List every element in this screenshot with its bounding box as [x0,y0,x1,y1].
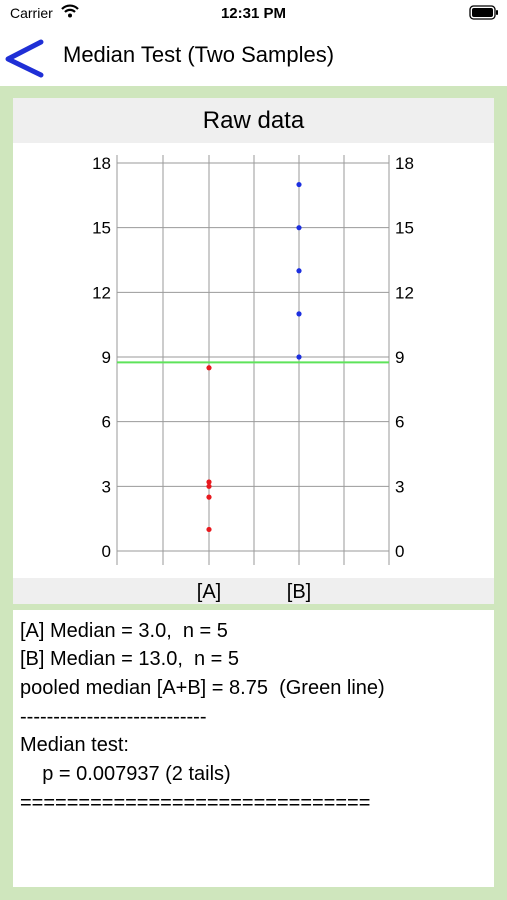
data-point [206,494,212,500]
chart-panel: Raw data 0 0 3 3 6 6 9 9 12 12 15 15 18 18 [A] [B] [13,98,494,604]
results-panel: [A] Median = 3.0, n = 5 [B] Median = 13.0… [13,610,494,887]
data-point [206,365,212,371]
result-line: ============================== [20,792,371,814]
y-tick-label-left: 18 [92,154,111,173]
back-button[interactable] [0,32,52,82]
result-line: [B] Median = 13.0, n = 5 [20,648,240,670]
y-tick-label-left: 6 [102,413,111,432]
status-bar: Carrier 12:31 PM [0,0,507,26]
y-tick-label-left: 3 [102,477,111,496]
data-point [206,483,212,489]
data-point [296,181,302,188]
data-point [206,479,212,485]
carrier-label: Carrier [10,5,53,21]
result-line: p = 0.007937 (2 tails) [20,763,231,785]
y-tick-label-left: 9 [102,348,111,367]
data-point [296,268,302,274]
status-time: 12:31 PM [220,5,287,22]
x-category-label: [A] [196,581,222,603]
result-line: ---------------------------- [20,706,207,728]
wifi-icon [61,4,79,18]
result-line: pooled median [A+B] = 8.75 (Green line) [20,677,385,699]
y-tick-label-right: 9 [395,348,404,367]
data-point [296,354,302,360]
y-tick-label-left: 0 [102,542,111,561]
y-tick-label-right: 15 [395,219,414,238]
page-title: Median Test (Two Samples) [63,42,335,67]
battery-icon [469,5,498,20]
scatter-chart: 0 0 3 3 6 6 9 9 12 12 15 15 18 18 [92,154,414,565]
y-tick-label-right: 6 [395,413,404,432]
y-tick-label-right: 12 [395,283,414,302]
data-point [296,311,302,317]
y-tick-label-right: 0 [395,542,404,561]
result-line: [A] Median = 3.0, n = 5 [20,620,228,642]
navigation-bar: Median Test (Two Samples) [0,26,507,86]
chart-title: Raw data [13,98,494,143]
category-axis: [A] [B] [13,578,494,604]
y-tick-label-right: 3 [395,477,404,496]
y-tick-label-left: 12 [92,283,111,302]
data-point [296,225,302,231]
chevron-left-icon [5,39,44,78]
result-line: Median test: [20,734,129,756]
x-category-label: [B] [286,581,312,603]
y-tick-label-right: 18 [395,154,414,173]
data-point [206,526,212,533]
y-tick-label-left: 15 [92,219,111,238]
